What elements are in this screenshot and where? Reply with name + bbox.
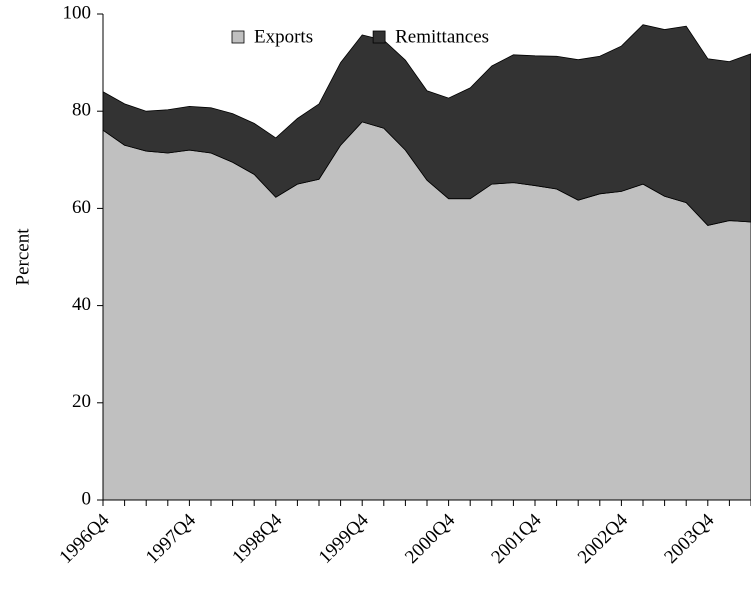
x-tick-label: 2003Q4 <box>660 509 718 567</box>
x-tick-label: 1996Q4 <box>55 509 113 567</box>
x-tick-label: 1998Q4 <box>228 509 286 567</box>
legend-swatch <box>372 30 386 44</box>
x-tick-label: 2000Q4 <box>401 509 459 567</box>
y-tick-label: 0 <box>82 488 92 509</box>
x-tick-label: 2001Q4 <box>487 509 545 567</box>
legend-swatch <box>231 30 245 44</box>
area <box>102 24 751 226</box>
y-axis-label: Percent <box>12 228 33 286</box>
y-tick-label: 80 <box>72 100 91 121</box>
x-tick-label: 1999Q4 <box>315 509 373 567</box>
y-tick-label: 100 <box>63 2 92 23</box>
legend-label: Remittances <box>395 26 489 47</box>
x-tick-label: 1997Q4 <box>142 509 200 567</box>
y-tick-label: 40 <box>72 294 91 315</box>
y-tick-label: 20 <box>72 391 91 412</box>
y-tick-label: 60 <box>72 197 91 218</box>
legend-label: Exports <box>254 26 313 47</box>
x-tick-label: 2002Q4 <box>574 509 632 567</box>
